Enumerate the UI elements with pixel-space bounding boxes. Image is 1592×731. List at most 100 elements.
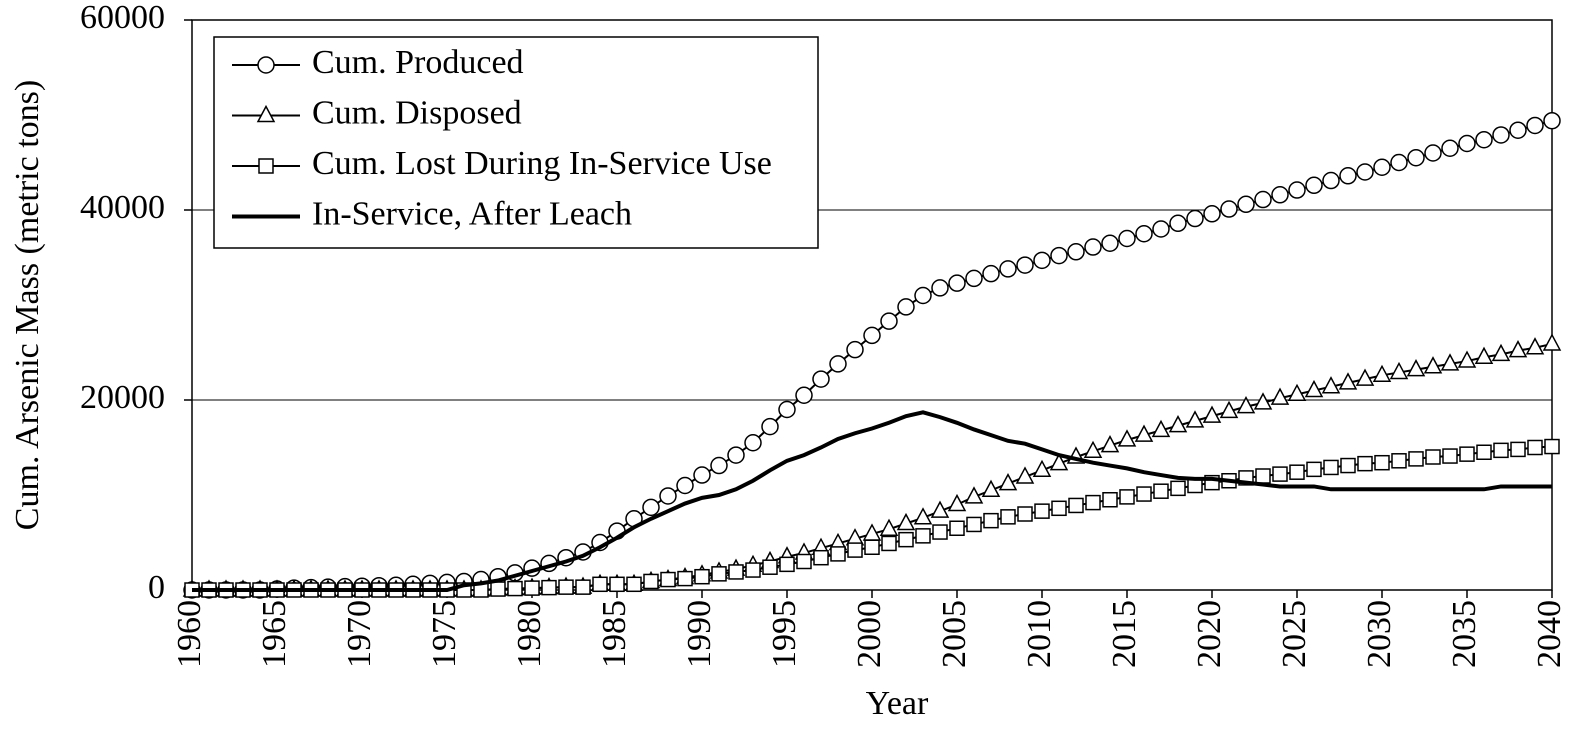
point <box>490 581 506 597</box>
point <box>1220 200 1238 218</box>
point <box>541 579 557 596</box>
point <box>846 340 864 359</box>
point <box>1084 238 1102 256</box>
point <box>1271 186 1289 204</box>
point <box>1032 459 1052 478</box>
x-tick-label: 2035 <box>1446 600 1483 668</box>
point <box>1474 346 1494 364</box>
point <box>1153 483 1169 499</box>
point <box>1339 167 1357 185</box>
point <box>1390 153 1408 172</box>
x-tick-label: 2030 <box>1361 600 1398 668</box>
point <box>1000 509 1016 525</box>
legend-frame <box>213 36 819 249</box>
point <box>1493 442 1509 459</box>
point <box>1340 457 1356 474</box>
point <box>930 500 950 518</box>
point <box>931 279 949 297</box>
point <box>813 549 829 566</box>
point <box>1442 448 1458 464</box>
point <box>694 568 710 585</box>
point <box>1135 225 1153 243</box>
point <box>1475 130 1493 149</box>
point <box>1083 440 1103 459</box>
point <box>1509 121 1527 139</box>
point <box>949 520 965 536</box>
point <box>1356 163 1374 181</box>
point <box>915 528 931 544</box>
x-tick-label: 2025 <box>1276 600 1313 668</box>
legend: Cum. Produced Cum. Disposed Cum. Lost Duri… <box>213 36 819 249</box>
y-axis-label: Cum. Arsenic Mass (metric tons) <box>9 80 46 530</box>
point <box>1510 441 1526 458</box>
point <box>1374 454 1390 471</box>
point <box>660 571 676 588</box>
point <box>1372 364 1392 383</box>
point <box>897 298 915 316</box>
point <box>1203 205 1221 223</box>
point <box>1527 439 1543 456</box>
point <box>1323 459 1339 476</box>
point <box>1017 506 1033 522</box>
point <box>1525 337 1545 355</box>
point <box>1287 383 1307 402</box>
point <box>982 264 1000 283</box>
point <box>727 446 745 464</box>
point <box>1034 503 1050 519</box>
point <box>728 564 744 580</box>
point <box>830 546 846 562</box>
y-tick-label: 20000 <box>80 379 165 416</box>
point <box>1170 480 1186 497</box>
point <box>642 498 660 517</box>
point <box>1459 446 1475 462</box>
x-tick-label: 2005 <box>936 600 973 668</box>
point <box>659 487 677 505</box>
point <box>1168 415 1188 433</box>
point <box>812 370 830 388</box>
point <box>507 580 523 597</box>
point <box>710 456 728 475</box>
point <box>880 312 898 330</box>
point <box>1424 144 1442 162</box>
point <box>592 576 608 593</box>
x-tick-label: 2000 <box>851 600 888 668</box>
point <box>847 542 863 558</box>
point <box>1067 243 1085 261</box>
x-tick-label: 2020 <box>1191 600 1228 668</box>
point <box>256 104 276 123</box>
point <box>1306 461 1322 478</box>
point <box>1289 464 1305 480</box>
point <box>1355 368 1375 386</box>
point <box>1117 429 1137 447</box>
point <box>1169 214 1187 233</box>
x-tick-label: 2040 <box>1531 600 1568 668</box>
point <box>964 486 984 504</box>
point <box>693 466 711 484</box>
point <box>914 286 932 305</box>
y-tick-label: 40000 <box>80 189 165 226</box>
x-axis-label: Year <box>866 685 929 722</box>
point <box>524 580 540 596</box>
point <box>1186 209 1204 228</box>
point <box>795 386 813 404</box>
point <box>1049 453 1069 471</box>
x-tick-label: 1960 <box>171 600 208 668</box>
point <box>744 434 762 452</box>
legend-label: Cum. Lost During In-Service Use <box>312 145 772 182</box>
point <box>1476 444 1492 460</box>
point <box>711 566 727 582</box>
point <box>1185 410 1205 428</box>
point <box>677 570 693 587</box>
point <box>999 260 1017 278</box>
point <box>1100 435 1120 453</box>
point <box>1202 405 1222 423</box>
point <box>778 400 796 419</box>
point <box>1288 181 1306 199</box>
point <box>257 56 275 74</box>
point <box>1151 419 1171 438</box>
point <box>947 493 967 512</box>
point <box>1391 453 1407 469</box>
legend-label: In-Service, After Leach <box>312 195 632 232</box>
point <box>1118 229 1136 248</box>
